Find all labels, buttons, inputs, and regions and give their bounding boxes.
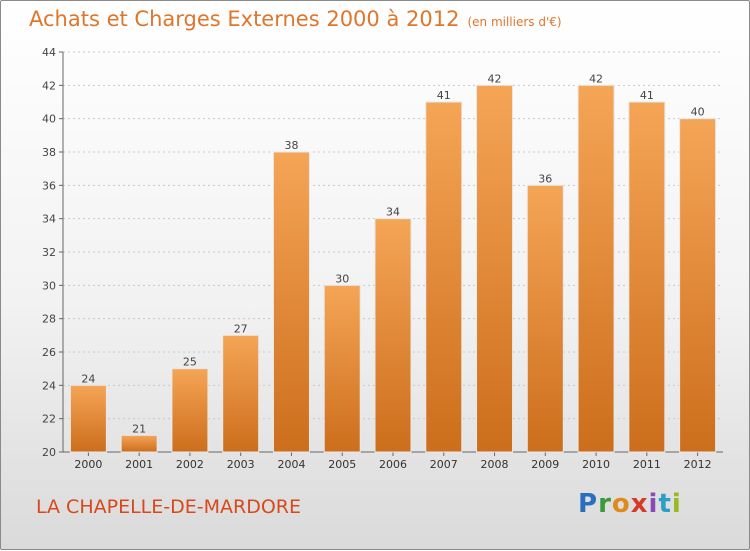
logo-letter: i xyxy=(648,489,659,519)
bar-2002 xyxy=(171,368,209,453)
data-label: 25 xyxy=(183,356,197,369)
data-label: 36 xyxy=(538,172,552,185)
bar-2006 xyxy=(374,218,412,453)
logo-letter: x xyxy=(630,489,649,519)
logo-letter: i xyxy=(671,489,682,519)
x-tick-label: 2000 xyxy=(74,458,102,471)
x-tick-label: 2001 xyxy=(125,458,153,471)
bar-2007 xyxy=(425,101,463,453)
x-tick-label: 2006 xyxy=(379,458,407,471)
y-tick-label: 32 xyxy=(42,246,56,259)
commune-name: LA CHAPELLE-DE-MARDORE xyxy=(36,496,301,518)
y-tick-label: 36 xyxy=(42,179,56,192)
data-label: 41 xyxy=(437,89,451,102)
bar-2010 xyxy=(577,84,615,453)
x-tick-label: 2010 xyxy=(582,458,610,471)
data-labels: 24 21 25 27 38 30 34 41 42 36 42 41 40 xyxy=(81,72,704,435)
y-tick-label: 42 xyxy=(42,79,56,92)
data-label: 42 xyxy=(488,72,502,85)
bar-2000 xyxy=(69,384,107,453)
axes: 20 22 24 26 28 30 32 34 36 38 40 42 44 2000 2001 2002 20… xyxy=(42,46,723,471)
x-tick-label: 2004 xyxy=(277,458,305,471)
x-tick-label: 2008 xyxy=(481,458,509,471)
data-label: 42 xyxy=(589,72,603,85)
x-tick-label: 2011 xyxy=(633,458,661,471)
y-tick-label: 22 xyxy=(42,413,56,426)
logo-letter: P xyxy=(578,489,599,519)
y-tick-label: 38 xyxy=(42,146,56,159)
y-tick-label: 20 xyxy=(42,446,56,459)
bar-2001 xyxy=(120,434,158,453)
x-tick-label: 2005 xyxy=(328,458,356,471)
y-tick-label: 28 xyxy=(42,313,56,326)
data-label: 21 xyxy=(132,422,146,435)
bar-2009 xyxy=(526,184,564,453)
y-tick-label: 30 xyxy=(42,279,56,292)
logo-letter: r xyxy=(598,489,612,519)
y-tick-label: 40 xyxy=(42,113,56,126)
data-label: 24 xyxy=(81,372,95,385)
bars xyxy=(69,84,717,453)
logo-letter: t xyxy=(658,489,672,519)
data-label: 30 xyxy=(335,272,349,285)
x-tick-label: 2003 xyxy=(227,458,255,471)
bar-2003 xyxy=(222,334,260,453)
chart-title-text: Achats et Charges Externes 2000 à 2012 xyxy=(29,7,460,31)
data-label: 27 xyxy=(234,322,248,335)
logo-letter: o xyxy=(611,489,631,519)
x-tick-label: 2007 xyxy=(430,458,458,471)
y-tick-label: 44 xyxy=(42,46,56,59)
chart-title: Achats et Charges Externes 2000 à 2012 (e… xyxy=(29,7,562,31)
data-label: 38 xyxy=(284,139,298,152)
y-tick-label: 34 xyxy=(42,213,56,226)
data-label: 34 xyxy=(386,206,400,219)
bar-2011 xyxy=(628,101,666,453)
y-tick-label: 24 xyxy=(42,379,56,392)
x-tick-label: 2002 xyxy=(176,458,204,471)
y-tick-label: 26 xyxy=(42,346,56,359)
bar-2004 xyxy=(272,151,310,453)
bar-2012 xyxy=(679,118,717,453)
data-label: 40 xyxy=(691,106,705,119)
bar-2005 xyxy=(323,284,361,453)
proxiti-logo: Proxiti xyxy=(578,489,682,519)
x-tick-label: 2009 xyxy=(531,458,559,471)
bar-2008 xyxy=(476,84,514,453)
unit-label: (en milliers d'€) xyxy=(467,15,562,29)
data-label: 41 xyxy=(640,89,654,102)
x-tick-label: 2012 xyxy=(684,458,712,471)
